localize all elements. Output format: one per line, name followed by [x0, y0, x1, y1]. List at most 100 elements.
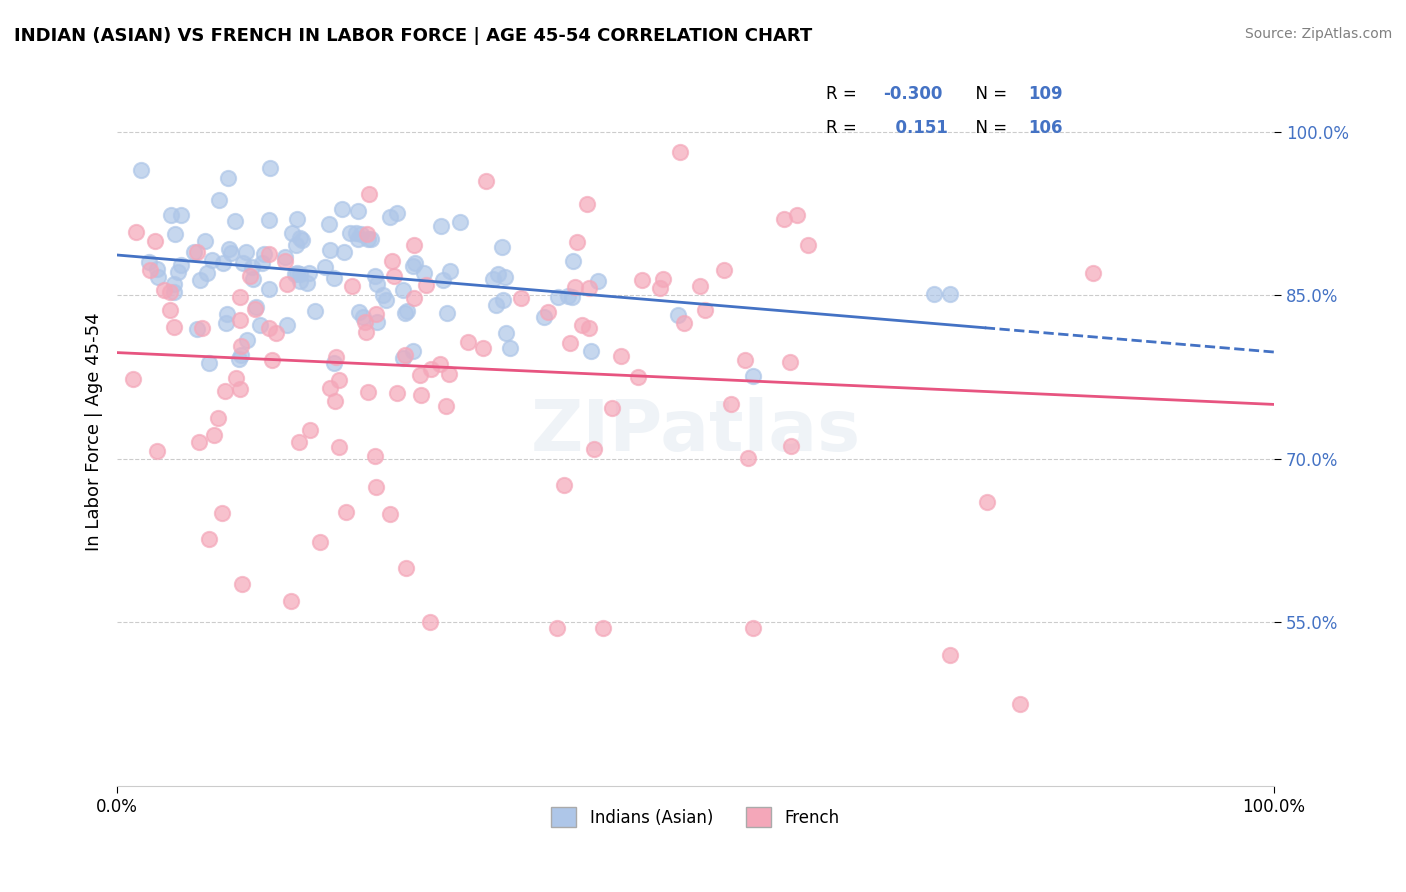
Point	[402, 238, 425, 252]
Point	[669, 145, 692, 159]
Point	[560, 335, 582, 350]
Point	[356, 227, 378, 242]
Point	[1008, 697, 1031, 711]
Text: 0.151: 0.151	[883, 119, 948, 137]
Point	[284, 267, 307, 281]
Point	[581, 344, 603, 359]
Point	[170, 208, 193, 222]
Point	[374, 293, 396, 308]
Point	[533, 310, 555, 324]
Point	[231, 339, 253, 353]
Point	[437, 367, 460, 381]
Point	[1081, 266, 1104, 280]
Point	[364, 450, 387, 464]
Point	[257, 213, 280, 227]
Point	[204, 428, 226, 442]
Point	[139, 262, 162, 277]
Point	[304, 304, 326, 318]
Point	[668, 309, 690, 323]
Point	[236, 333, 259, 347]
Point	[734, 353, 756, 368]
Point	[565, 235, 588, 250]
Point	[588, 274, 610, 288]
Point	[259, 161, 281, 175]
Text: INDIAN (ASIAN) VS FRENCH IN LABOR FORCE | AGE 45-54 CORRELATION CHART: INDIAN (ASIAN) VS FRENCH IN LABOR FORCE …	[14, 27, 813, 45]
Point	[385, 206, 408, 220]
Point	[288, 274, 311, 288]
Point	[357, 385, 380, 400]
Point	[582, 442, 605, 456]
Point	[510, 291, 533, 305]
Point	[392, 351, 415, 365]
Point	[229, 290, 252, 304]
Point	[291, 233, 314, 247]
Point	[352, 310, 374, 325]
Point	[201, 253, 224, 268]
Point	[413, 266, 436, 280]
Point	[323, 356, 346, 370]
Point	[720, 396, 742, 410]
Point	[562, 253, 585, 268]
Point	[420, 362, 443, 376]
Point	[165, 227, 187, 242]
Point	[797, 237, 820, 252]
Point	[262, 352, 284, 367]
Point	[648, 281, 671, 295]
Point	[335, 505, 357, 519]
Point	[402, 344, 425, 359]
Point	[394, 348, 416, 362]
Point	[779, 354, 801, 368]
Point	[436, 306, 458, 320]
Point	[280, 593, 302, 607]
Point	[457, 335, 479, 350]
Point	[195, 266, 218, 280]
Point	[194, 234, 217, 248]
Point	[188, 273, 211, 287]
Point	[232, 255, 254, 269]
Point	[564, 280, 586, 294]
Point	[578, 281, 600, 295]
Point	[259, 321, 281, 335]
Point	[357, 186, 380, 201]
Text: R =: R =	[825, 119, 862, 137]
Point	[786, 208, 808, 222]
Point	[257, 247, 280, 261]
Point	[357, 232, 380, 246]
Point	[547, 290, 569, 304]
Point	[318, 243, 340, 257]
Point	[371, 288, 394, 302]
Point	[434, 399, 457, 413]
Point	[153, 283, 176, 297]
Point	[391, 283, 413, 297]
Point	[364, 307, 387, 321]
Point	[346, 232, 368, 246]
Point	[235, 245, 257, 260]
Point	[191, 321, 214, 335]
Point	[285, 211, 308, 226]
Point	[146, 444, 169, 458]
Point	[287, 435, 309, 450]
Point	[257, 282, 280, 296]
Point	[382, 268, 405, 283]
Point	[741, 368, 763, 383]
Point	[197, 532, 219, 546]
Point	[217, 170, 239, 185]
Point	[571, 318, 593, 332]
Point	[143, 235, 166, 249]
Point	[249, 318, 271, 333]
Point	[578, 321, 600, 335]
Point	[592, 621, 614, 635]
Point	[561, 290, 583, 304]
Point	[215, 307, 238, 321]
Point	[773, 211, 796, 226]
Text: -0.300: -0.300	[883, 85, 943, 103]
Point	[319, 381, 342, 395]
Point	[159, 302, 181, 317]
Point	[167, 265, 190, 279]
Point	[672, 316, 695, 330]
Point	[138, 254, 160, 268]
Point	[325, 350, 347, 364]
Point	[264, 326, 287, 341]
Point	[281, 226, 304, 240]
Point	[411, 387, 433, 401]
